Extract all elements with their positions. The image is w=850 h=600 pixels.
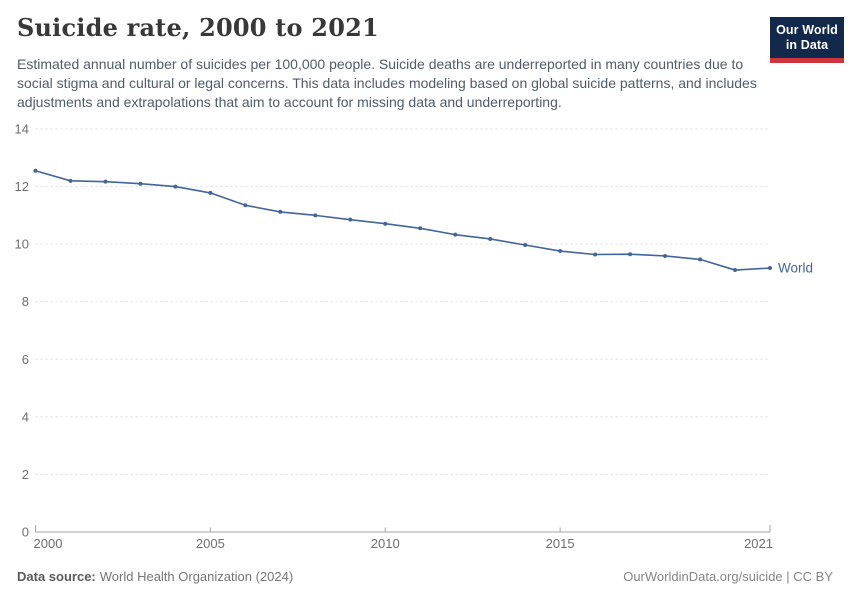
data-point[interactable] xyxy=(103,179,108,184)
data-source: Data source: World Health Organization (2… xyxy=(17,569,293,584)
data-point[interactable] xyxy=(313,213,318,218)
data-point[interactable] xyxy=(138,181,143,186)
y-tick-label: 8 xyxy=(22,294,29,309)
data-point[interactable] xyxy=(593,252,598,257)
data-source-value: World Health Organization (2024) xyxy=(99,569,294,584)
data-point[interactable] xyxy=(628,252,633,257)
data-point[interactable] xyxy=(733,268,738,273)
chart-subtitle: Estimated annual number of suicides per … xyxy=(17,56,757,110)
data-point[interactable] xyxy=(68,178,73,183)
chart-title: Suicide rate, 2000 to 2021 xyxy=(17,13,379,42)
data-point[interactable] xyxy=(173,184,178,189)
data-point[interactable] xyxy=(348,217,353,222)
y-tick-label: 10 xyxy=(15,237,29,252)
data-point[interactable] xyxy=(243,203,248,208)
data-point[interactable] xyxy=(278,209,283,214)
y-tick-label: 2 xyxy=(22,467,29,482)
series-line-world[interactable] xyxy=(35,169,771,271)
y-tick-label: 4 xyxy=(22,409,29,424)
y-tick-label: 14 xyxy=(15,122,29,137)
chart-footer: Data source: World Health Organization (2… xyxy=(17,569,833,584)
data-point[interactable] xyxy=(663,253,668,258)
y-tick-label: 12 xyxy=(15,179,29,194)
data-point[interactable] xyxy=(523,243,528,248)
data-point[interactable] xyxy=(418,226,423,231)
x-tick-label: 2005 xyxy=(196,536,225,551)
data-point[interactable] xyxy=(558,249,563,254)
data-source-label: Data source: xyxy=(17,569,96,584)
x-tick-label: 2000 xyxy=(34,536,63,551)
owid-logo[interactable]: Our World in Data xyxy=(770,17,844,63)
data-point[interactable] xyxy=(768,266,772,271)
data-point[interactable] xyxy=(208,190,213,195)
data-point[interactable] xyxy=(488,236,493,241)
y-tick-label: 0 xyxy=(22,525,29,540)
data-point[interactable] xyxy=(33,168,38,173)
logo-text-line1: Our World xyxy=(776,23,838,37)
series-label[interactable]: World xyxy=(778,261,813,276)
data-point[interactable] xyxy=(383,221,388,226)
x-tick-label: 2021 xyxy=(744,536,773,551)
credit-link[interactable]: OurWorldinData.org/suicide | CC BY xyxy=(623,569,833,584)
data-point[interactable] xyxy=(453,232,458,237)
x-tick-label: 2010 xyxy=(371,536,400,551)
y-tick-label: 6 xyxy=(22,352,29,367)
line-chart[interactable]: 0 2 4 6 8 10 12 14 2000 2005 2010 2015 2021 World xyxy=(0,112,850,560)
data-point[interactable] xyxy=(698,257,703,262)
logo-text-line2: in Data xyxy=(785,38,829,52)
x-tick-label: 2015 xyxy=(546,536,575,551)
